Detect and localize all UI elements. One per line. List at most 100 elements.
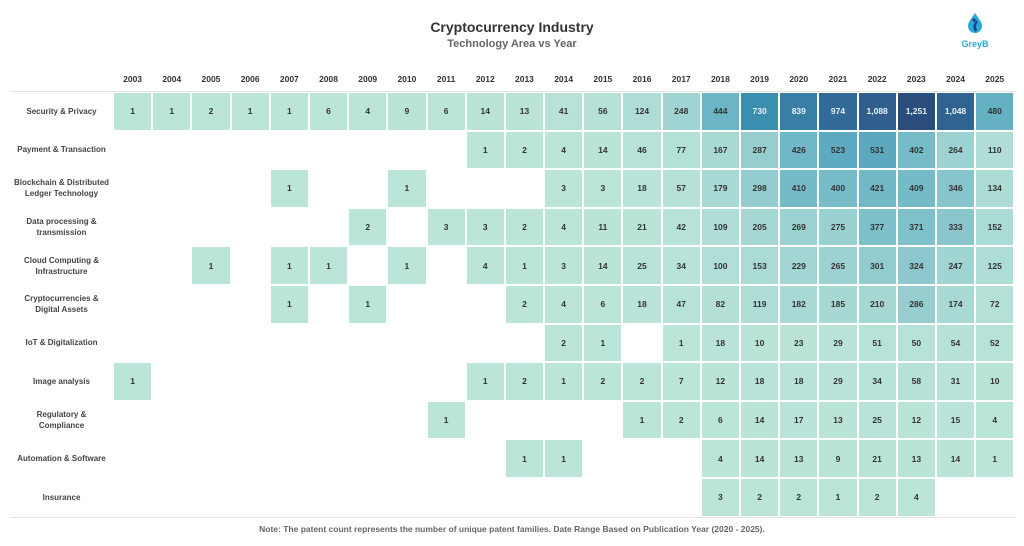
x-tick-label: 2012 — [475, 74, 495, 84]
empty-cell — [269, 207, 309, 247]
heatmap-cell: 12 — [896, 400, 936, 440]
heatmap-cell: 2 — [504, 130, 545, 170]
heatmap-cell: 2 — [544, 323, 584, 363]
greyb-drop-icon — [968, 13, 982, 33]
heatmap-cell: 377 — [857, 207, 897, 247]
empty-cell — [230, 207, 270, 247]
heatmap-cell: 12 — [700, 362, 740, 401]
heatmap-cell: 11 — [583, 207, 623, 247]
empty-cell — [622, 439, 662, 478]
heatmap-cell: 3 — [700, 477, 740, 517]
empty-cell — [387, 362, 427, 401]
heatmap-cell: 1 — [387, 169, 427, 208]
heatmap-cell: 21 — [857, 439, 897, 478]
heatmap-cell: 14 — [740, 439, 780, 478]
heatmap-row: Security & Privacy 1 1 2 1 1 6 4 9 6 14 13 41 56 124 24… — [10, 92, 1015, 131]
heatmap-cell: 1 — [152, 92, 192, 131]
heatmap-cell: 1 — [269, 92, 309, 131]
x-tick-label: 2010 — [397, 74, 417, 84]
heatmap-cell: 185 — [818, 284, 858, 324]
x-tick-label: 2005 — [201, 74, 221, 84]
heatmap-cell: 1,048 — [935, 92, 976, 131]
heatmap-cell: 4 — [544, 207, 584, 247]
empty-cell — [544, 477, 584, 517]
heatmap-cell: 730 — [740, 92, 780, 131]
empty-cell — [113, 477, 153, 517]
row-label: Automation & Software — [17, 454, 106, 464]
heatmap-cell: 14 — [583, 246, 623, 285]
heatmap-row: Insurance 3 2 2 1 2 4 — [10, 477, 1015, 517]
heatmap-cell: 18 — [700, 323, 740, 363]
heatmap-cell: 47 — [661, 284, 701, 324]
x-tick-label: 2004 — [162, 74, 182, 84]
empty-cell — [426, 362, 466, 401]
heatmap-cell: 50 — [896, 323, 936, 363]
heatmap-cell: 18 — [622, 169, 662, 208]
empty-cell — [152, 169, 192, 208]
greyb-logo: GreyB — [955, 12, 995, 49]
heatmap-row: Cloud Computing & Infrastructure 1 1 1 1 4 1 3 1… — [10, 246, 1015, 285]
empty-cell — [230, 246, 270, 285]
heatmap-cell: 269 — [779, 207, 819, 247]
heatmap-cell: 1 — [426, 400, 466, 440]
heatmap-cell: 6 — [426, 92, 466, 131]
heatmap-cell: 1 — [113, 92, 153, 131]
row-label: Insurance — [42, 492, 81, 502]
empty-cell — [426, 246, 466, 285]
heatmap-cell: 3 — [426, 207, 466, 247]
heatmap-cell: 974 — [818, 92, 858, 131]
heatmap-cell: 371 — [896, 207, 936, 247]
empty-cell — [308, 362, 349, 401]
empty-cell — [230, 130, 270, 170]
empty-cell — [583, 439, 623, 478]
empty-cell — [426, 130, 466, 170]
heatmap-cell: 426 — [779, 130, 819, 170]
heatmap-cell: 52 — [975, 323, 1015, 363]
heatmap-cell: 82 — [700, 284, 740, 324]
heatmap-cell: 2 — [779, 477, 819, 517]
empty-cell — [113, 284, 153, 324]
heatmap-cell: 46 — [622, 130, 662, 170]
heatmap-cell: 1 — [544, 439, 584, 478]
heatmap-cell: 2 — [504, 284, 545, 324]
heatmap-cell: 2 — [622, 362, 662, 401]
empty-cell — [152, 284, 192, 324]
heatmap-cell: 264 — [935, 130, 976, 170]
empty-cell — [230, 400, 270, 440]
x-tick-label: 2006 — [240, 74, 260, 84]
empty-cell — [348, 169, 388, 208]
empty-cell — [308, 169, 349, 208]
empty-cell — [152, 362, 192, 401]
heatmap-cell: 10 — [975, 362, 1015, 401]
heatmap-cell: 2 — [348, 207, 388, 247]
heatmap-cell: 152 — [975, 207, 1015, 247]
heatmap-cell: 839 — [779, 92, 819, 131]
empty-cell — [152, 323, 192, 363]
empty-cell — [544, 400, 584, 440]
row-label: Data processing & transmission — [26, 217, 97, 238]
heatmap-grid: Security & Privacy 1 1 2 1 1 6 4 9 6 14 13 41 56 124 24… — [10, 92, 1015, 517]
empty-cell — [308, 207, 349, 247]
empty-cell — [426, 284, 466, 324]
x-tick-label: 2024 — [946, 74, 965, 84]
heatmap-cell: 14 — [740, 400, 780, 440]
heatmap-cell: 1 — [348, 284, 388, 324]
empty-cell — [113, 169, 153, 208]
heatmap-cell: 205 — [740, 207, 780, 247]
heatmap-cell: 167 — [700, 130, 740, 170]
heatmap-cell: 17 — [779, 400, 819, 440]
empty-cell — [308, 323, 349, 363]
empty-cell — [465, 284, 505, 324]
heatmap-cell: 14 — [935, 439, 976, 478]
heatmap-row: Image analysis 1 1 2 1 2 2 7 12 18 18 29 34 58 31 10 — [10, 362, 1015, 401]
heatmap-cell: 54 — [935, 323, 976, 363]
heatmap-cell: 119 — [740, 284, 780, 324]
heatmap-cell: 1 — [504, 246, 545, 285]
empty-cell — [387, 400, 427, 440]
heatmap-cell: 2 — [857, 477, 897, 517]
empty-cell — [387, 130, 427, 170]
heatmap-cell: 480 — [975, 92, 1015, 131]
empty-cell — [661, 477, 701, 517]
empty-cell — [152, 439, 192, 478]
x-tick-label: 2003 — [123, 74, 143, 84]
